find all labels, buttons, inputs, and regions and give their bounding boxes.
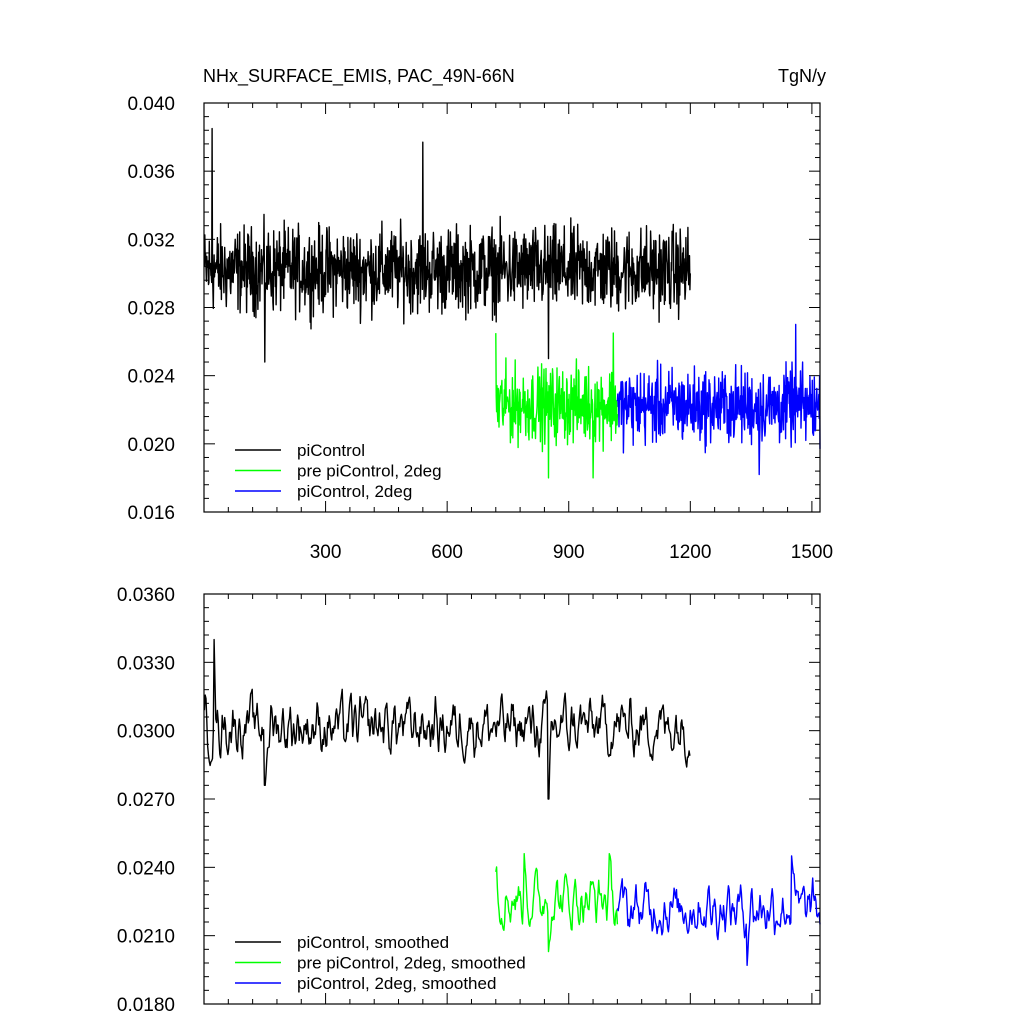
legend-label: piControl, smoothed	[297, 933, 449, 952]
y-tick-label: 0.0300	[117, 722, 175, 743]
x-tick-label: 1200	[669, 542, 711, 563]
series-line	[616, 855, 821, 966]
x-tick-label: 900	[553, 542, 585, 563]
top-chart-units: TgN/y	[778, 66, 826, 86]
bottom-plot-frame	[203, 593, 821, 1005]
x-tick-label: 300	[310, 542, 342, 563]
bottom-panel: 0.0180 0.0210 0.0240 0.0270 0.0300 0.0330 0.03…	[117, 585, 821, 1016]
y-tick-label: 0.0240	[117, 858, 175, 879]
y-tick-label: 0.032	[127, 230, 175, 251]
y-tick-label: 0.028	[127, 299, 175, 320]
y-tick-label: 0.036	[127, 162, 175, 183]
legend-label: pre piControl, 2deg, smoothed	[297, 954, 526, 973]
series-line	[495, 853, 619, 953]
y-tick-label: 0.0210	[117, 927, 175, 948]
top-chart-title: NHx_SURFACE_EMIS, PAC_49N-66N	[203, 66, 515, 87]
y-tick-label: 0.0270	[117, 790, 175, 811]
y-tick-label: 0.024	[127, 367, 175, 388]
series-line	[203, 127, 691, 363]
y-tick-label: 0.040	[127, 94, 175, 115]
legend-label: piControl, 2deg	[297, 482, 412, 501]
series-line	[203, 638, 691, 800]
y-tick-label: 0.020	[127, 435, 175, 456]
legend-label: pre piControl, 2deg	[297, 462, 442, 481]
legend-label: piControl, 2deg, smoothed	[297, 974, 496, 993]
x-tick-label: 1500	[791, 542, 833, 563]
y-tick-label: 0.016	[127, 503, 175, 524]
y-tick-label: 0.0330	[117, 653, 175, 674]
top-panel: NHx_SURFACE_EMIS, PAC_49N-66N TgN/y 0.01…	[127, 66, 833, 563]
series-line	[616, 323, 821, 476]
top-plot-frame	[203, 102, 821, 513]
x-tick-label: 600	[431, 542, 463, 563]
series-line	[495, 332, 619, 479]
y-tick-label: 0.0360	[117, 585, 175, 606]
legend-label: piControl	[297, 441, 365, 460]
y-tick-label: 0.0180	[117, 995, 175, 1016]
